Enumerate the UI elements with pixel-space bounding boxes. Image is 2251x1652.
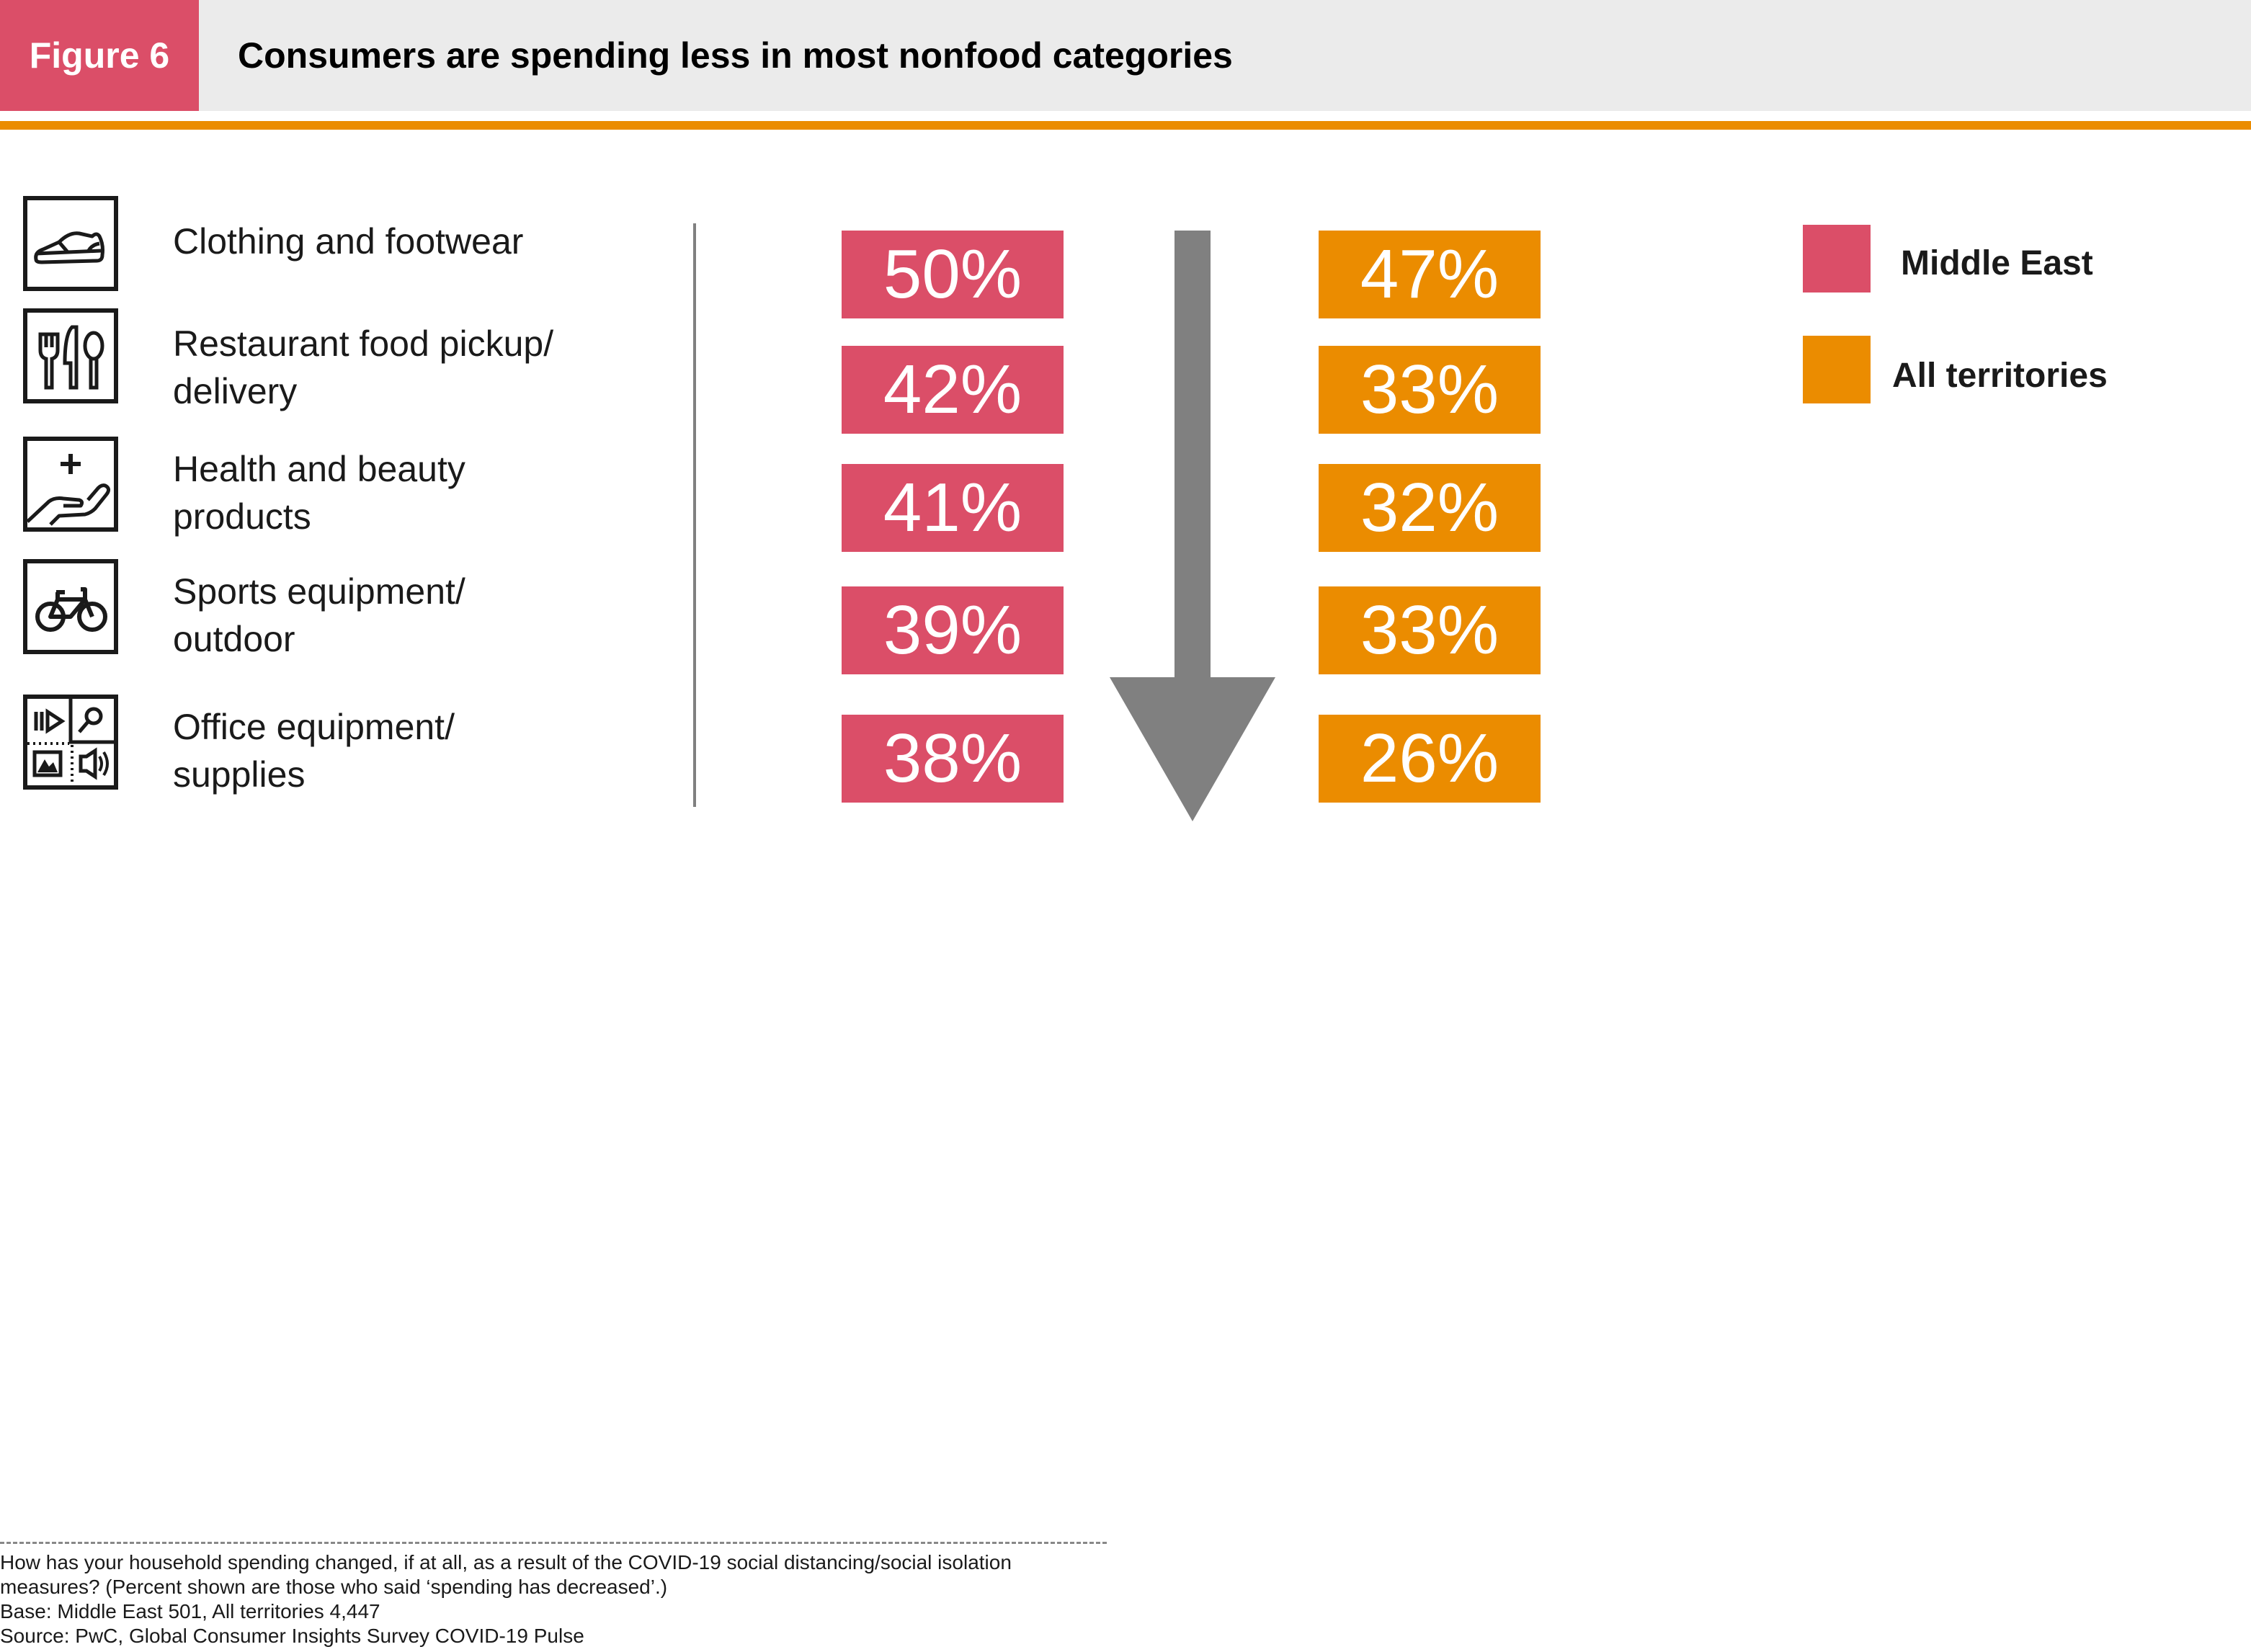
category-line: Health and beauty [173, 449, 465, 489]
shoe-icon [23, 196, 118, 291]
value-all-territories-restaurant: 33% [1319, 346, 1541, 434]
value-all-territories-health: 32% [1319, 464, 1541, 552]
footnote-base: Base: Middle East 501, All territories 4… [0, 1600, 380, 1622]
footnote-question-cont: measures? (Percent shown are those who s… [0, 1576, 668, 1598]
category-label-sports: Sports equipment/outdoor [173, 568, 465, 663]
category-label-office: Office equipment/supplies [173, 703, 455, 798]
value-middle-east-restaurant: 42% [842, 346, 1064, 434]
value-all-territories-sports: 33% [1319, 586, 1541, 674]
office-media-icon [23, 695, 118, 790]
category-line: Office equipment/ [173, 707, 455, 747]
legend-swatch-middle-east [1803, 225, 1871, 293]
category-label-clothing: Clothing and footwear [173, 218, 523, 265]
category-line: products [173, 496, 311, 537]
footnote: How has your household spending changed,… [0, 1550, 1124, 1648]
value-middle-east-office: 38% [842, 715, 1064, 803]
category-line: delivery [173, 371, 298, 411]
category-line: supplies [173, 754, 306, 795]
figure-label: Figure 6 [0, 0, 199, 111]
category-line: Clothing and footwear [173, 221, 524, 262]
orange-rule [0, 121, 2251, 130]
bicycle-icon [23, 559, 118, 654]
footnote-divider [0, 1542, 1107, 1544]
header-bar [0, 0, 2251, 111]
hand-plus-icon [23, 437, 118, 532]
category-line: outdoor [173, 619, 295, 659]
category-label-restaurant: Restaurant food pickup/delivery [173, 320, 553, 415]
value-all-territories-clothing: 47% [1319, 231, 1541, 318]
vertical-divider [693, 223, 696, 807]
footnote-question: How has your household spending changed,… [0, 1551, 1012, 1573]
category-line: Sports equipment/ [173, 571, 465, 612]
category-line: Restaurant food pickup/ [173, 323, 554, 364]
value-middle-east-sports: 39% [842, 586, 1064, 674]
legend-swatch-all-territories [1803, 336, 1871, 403]
footnote-source: Source: PwC, Global Consumer Insights Su… [0, 1625, 584, 1647]
value-middle-east-clothing: 50% [842, 231, 1064, 318]
legend-label-all-territories: All territories [1892, 357, 2108, 395]
chart-title: Consumers are spending less in most nonf… [238, 35, 1233, 76]
value-all-territories-office: 26% [1319, 715, 1541, 803]
legend-label-middle-east: Middle East [1901, 244, 2093, 282]
down-arrow-icon [1110, 231, 1275, 821]
category-label-health: Health and beauty products [173, 445, 465, 540]
cutlery-icon [23, 308, 118, 403]
value-middle-east-health: 41% [842, 464, 1064, 552]
